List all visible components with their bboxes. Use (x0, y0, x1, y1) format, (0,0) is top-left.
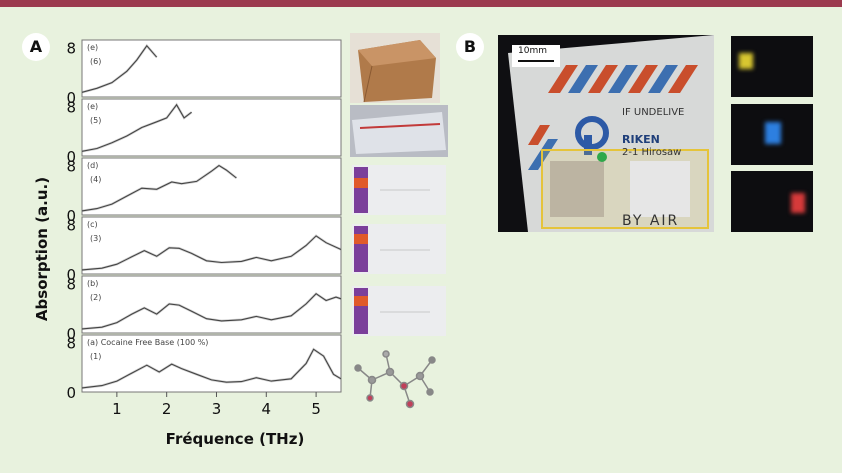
ytick-top-3: 8 (66, 158, 76, 176)
scale-bar-label: 10mm (518, 46, 547, 56)
xtick-label-2: 2 (162, 400, 172, 418)
ytick-bottom-3: 0 (66, 207, 76, 225)
ytick-bottom-2: 0 (66, 148, 76, 166)
subplot-tag-1: (e) (87, 43, 98, 52)
blue-spot (765, 122, 781, 144)
subplot-frame-4 (81, 216, 342, 275)
subplot-tag-6: (a) Cocaine Free Base (100 %) (87, 338, 208, 347)
spectrum-line-3 (81, 164, 237, 212)
spectrum-line-1 (81, 44, 158, 93)
ytick-top-6: 8 (66, 335, 76, 353)
ytick-bottom-1: 0 (66, 89, 76, 107)
address-line-3: 2-1 Hirosaw (622, 147, 682, 158)
xtick-label-5: 5 (311, 400, 321, 418)
subplot-frame-5 (81, 275, 342, 334)
subplot-label-1: (6) (90, 57, 101, 66)
subplot-tag-5: (b) (87, 279, 98, 288)
address-line-2: RIKEN (622, 133, 660, 146)
spectrum-line-6 (81, 348, 342, 389)
subplot-frame-3 (81, 157, 342, 216)
subplot-tag-3: (d) (87, 161, 98, 170)
subplot-label-5: (2) (90, 293, 101, 302)
ytick-top-5: 8 (66, 276, 76, 294)
ytick-top-4: 8 (66, 217, 76, 235)
x-axis-label: Fréquence (THz) (165, 430, 305, 448)
subplot-frame-6 (81, 334, 342, 393)
ytick-bottom-4: 0 (66, 266, 76, 284)
xtick-label-1: 1 (112, 400, 122, 418)
ytick-top-1: 8 (66, 40, 76, 58)
spectrum-line-2 (81, 103, 192, 152)
envelope-terahertz-photo: 10mm IF UNDELIVE RIKEN 2-1 Hirosaw BY AI… (498, 35, 714, 232)
subplot-label-6: (1) (90, 352, 101, 361)
yellow-spot (739, 53, 753, 69)
address-line-1: IF UNDELIVE (622, 107, 685, 118)
thz-image-red (731, 171, 813, 232)
xtick-label-4: 4 (262, 400, 272, 418)
spectrum-line-4 (81, 235, 342, 271)
by-air-label: BY AIR (622, 213, 680, 229)
ytick-top-2: 8 (66, 99, 76, 117)
thz-image-yellow (731, 36, 813, 97)
ytick-bottom-5: 0 (66, 325, 76, 343)
red-spot (791, 193, 805, 213)
thz-image-blue (731, 104, 813, 165)
subplot-frame-2 (81, 98, 342, 157)
subplot-frame-1 (81, 39, 342, 98)
panel-label-a: A (22, 33, 50, 61)
spectrum-line-5 (81, 292, 342, 330)
xtick-label-3: 3 (212, 400, 222, 418)
subplot-label-3: (4) (90, 175, 101, 184)
subplot-tag-4: (c) (87, 220, 98, 229)
panel-label-b: B (456, 33, 484, 61)
ytick-bottom-6: 0 (66, 384, 76, 402)
subplot-label-4: (3) (90, 234, 101, 243)
subplot-label-2: (5) (90, 116, 101, 125)
top-accent-bar (0, 0, 842, 7)
subplot-tag-2: (e) (87, 102, 98, 111)
